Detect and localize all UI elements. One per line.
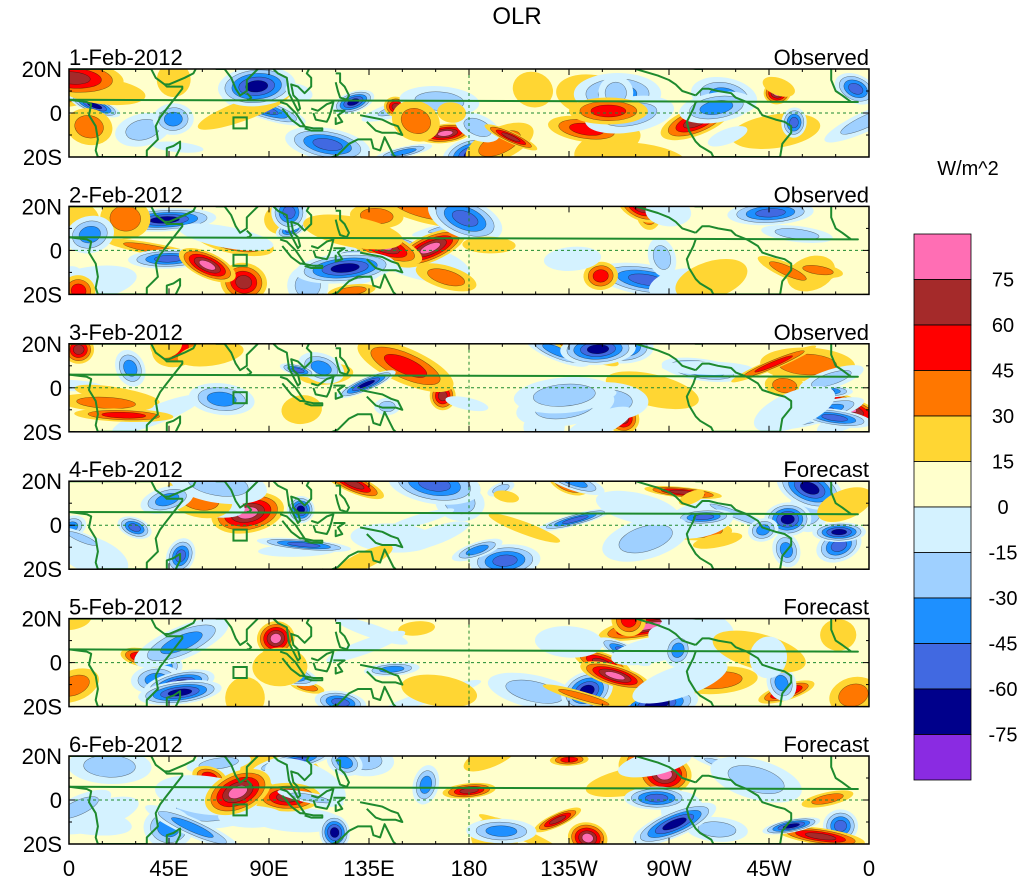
panel-group: 20N 0 20S 1-Feb-2012 Observed 20N 0 20S 2-Feb-20… (22, 45, 870, 857)
olr-anomaly-field (69, 756, 865, 844)
x-tick-label: 45E (149, 856, 188, 881)
colorbar-tick-label: -45 (989, 634, 1018, 656)
olr-anomaly-field (69, 343, 869, 432)
y-tick-label: 20N (22, 57, 62, 82)
y-tick-label: 20N (22, 332, 62, 357)
panel-kind-label: Forecast (783, 732, 869, 757)
colorbar-tick-label: 0 (997, 497, 1008, 519)
y-tick-label: 0 (50, 238, 62, 263)
panel-1: 20N 0 20S 1-Feb-2012 Observed (22, 45, 870, 170)
region-box (232, 116, 248, 130)
y-tick-label: 0 (50, 651, 62, 676)
panel-date-label: 3-Feb-2012 (69, 320, 183, 345)
y-tick-label: 20S (23, 695, 62, 720)
y-tick-label: 20N (22, 194, 62, 219)
panel-date-label: 6-Feb-2012 (69, 732, 183, 757)
panel-date-label: 5-Feb-2012 (69, 595, 183, 620)
colorbar-swatch (913, 461, 972, 508)
colorbar-tick-label: -60 (989, 679, 1018, 701)
panel-2: 20N 0 20S 2-Feb-2012 Observed (22, 182, 870, 307)
colorbar-swatch (913, 324, 972, 371)
chart-title: OLR (492, 3, 541, 30)
x-tick-label: 0 (863, 856, 875, 881)
y-tick-label: 20S (23, 557, 62, 582)
olr-anomaly-field (69, 206, 843, 295)
colorbar-tick-label: 60 (992, 315, 1014, 337)
panel-kind-label: Forecast (783, 595, 869, 620)
colorbar-swatch (913, 370, 972, 417)
coastline-map (69, 618, 859, 707)
panel-6: 20N 0 20S 6-Feb-2012 Forecast (22, 732, 870, 857)
colorbar-tick-label: -15 (989, 543, 1018, 565)
colorbar-swatch (913, 415, 972, 462)
region-box (232, 666, 248, 679)
y-tick-label: 20N (22, 469, 62, 494)
y-tick-label: 20S (23, 282, 62, 307)
panel-5: 20N 0 20S 5-Feb-2012 Forecast (22, 595, 870, 720)
colorbar-tick-label: 75 (992, 270, 1014, 292)
y-tick-label: 0 (50, 376, 62, 401)
colorbar-swatch (913, 233, 972, 280)
x-tick-label: 180 (451, 856, 488, 881)
colorbar-tick-label: 45 (992, 361, 1014, 383)
panel-kind-label: Observed (774, 320, 869, 345)
y-tick-label: 0 (50, 513, 62, 538)
colorbar-swatch (913, 506, 972, 553)
x-axis: 0 45E 90E 135E 180 135W 90W 45W 0 (63, 856, 875, 881)
coastline-map (69, 69, 859, 157)
colorbar-tick-label: -30 (989, 588, 1018, 610)
olr-anomaly-field (69, 618, 869, 707)
region-box (232, 391, 248, 405)
coastline-map (69, 206, 859, 295)
x-tick-label: 135W (540, 856, 598, 881)
colorbar-swatch (913, 552, 972, 599)
colorbar: 75 60 45 30 15 0 -15 -30 -45 -60 -75 (913, 233, 1018, 781)
coastline-map (69, 343, 859, 432)
x-tick-label: 135E (343, 856, 394, 881)
y-tick-label: 20N (22, 607, 62, 632)
panel-date-label: 1-Feb-2012 (69, 45, 183, 70)
x-tick-label: 0 (63, 856, 75, 881)
y-tick-label: 20S (23, 145, 62, 170)
x-tick-label: 90W (646, 856, 691, 881)
x-tick-label: 90E (249, 856, 288, 881)
coastline-map (69, 756, 859, 844)
colorbar-swatch (913, 279, 972, 326)
colorbar-tick-label: 30 (992, 406, 1014, 428)
colorbar-tick-label: -75 (989, 725, 1018, 747)
panel-kind-label: Observed (774, 45, 869, 70)
y-tick-label: 0 (50, 101, 62, 126)
region-box (232, 253, 248, 267)
olr-anomaly-field (69, 69, 869, 157)
panel-kind-label: Observed (774, 182, 869, 207)
panel-kind-label: Forecast (783, 457, 869, 482)
panel-date-label: 4-Feb-2012 (69, 457, 183, 482)
colorbar-units-label: W/m^2 (937, 158, 999, 180)
colorbar-tick-label: 15 (992, 452, 1014, 474)
colorbar-swatch (913, 688, 972, 735)
panel-3: 20N 0 20S 3-Feb-2012 Observed (22, 320, 870, 445)
region-box (232, 528, 248, 542)
y-tick-label: 20S (23, 832, 62, 857)
y-tick-label: 20N (22, 744, 62, 769)
colorbar-swatch (913, 643, 972, 690)
y-tick-label: 20S (23, 420, 62, 445)
panel-4: 20N 0 20S 4-Feb-2012 Forecast (22, 457, 870, 582)
colorbar-swatch (913, 734, 972, 781)
colorbar-swatch (913, 597, 972, 644)
y-tick-label: 0 (50, 788, 62, 813)
panel-date-label: 2-Feb-2012 (69, 182, 183, 207)
coastline-map (69, 481, 859, 570)
region-box (232, 803, 248, 817)
x-tick-label: 45W (746, 856, 791, 881)
